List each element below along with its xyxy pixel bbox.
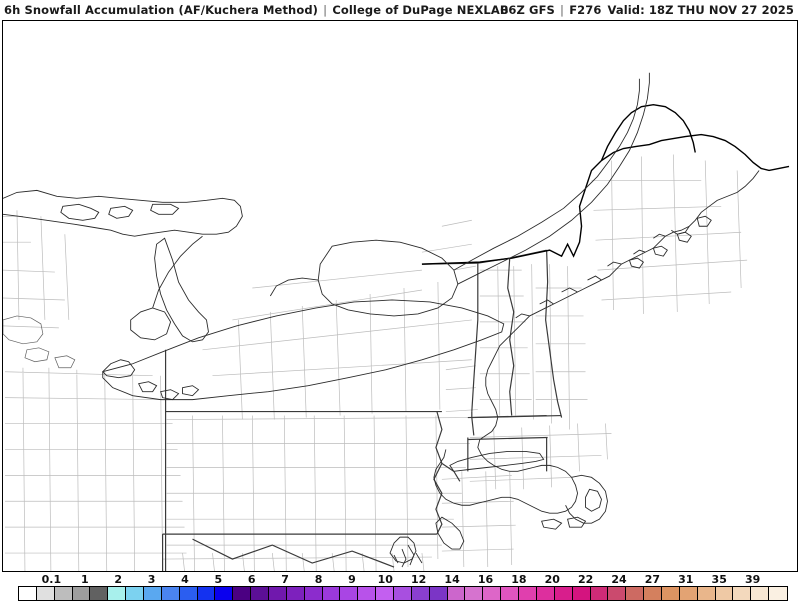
colorbar-tick-label: 0.1: [41, 573, 62, 586]
colorbar-tick-label: 14: [444, 573, 460, 586]
colorbar-tick-label: 3: [147, 573, 156, 586]
colorbar-tick-label: 10: [377, 573, 393, 586]
colorbar-swatch[interactable]: [483, 587, 502, 600]
colorbar-swatch[interactable]: [429, 587, 448, 600]
colorbar-swatch[interactable]: [501, 587, 520, 600]
colorbar-swatch[interactable]: [644, 587, 662, 600]
colorbar-swatch[interactable]: [626, 587, 645, 600]
colorbar-swatch[interactable]: [108, 587, 127, 600]
inland-water-layer: [3, 315, 76, 369]
header-left-group: 6h Snowfall Accumulation (AF/Kuchera Met…: [0, 3, 509, 17]
product-title: 6h Snowfall Accumulation (AF/Kuchera Met…: [4, 2, 319, 17]
colorbar-swatch[interactable]: [751, 587, 770, 600]
colorbar-swatch[interactable]: [54, 587, 73, 600]
colorbar-tick-label: 39: [744, 573, 761, 586]
colorbar-swatch[interactable]: [733, 587, 752, 600]
colorbar-swatch[interactable]: [590, 587, 609, 600]
colorbar-swatch[interactable]: [465, 587, 484, 600]
colorbar-swatch[interactable]: [233, 587, 252, 600]
model-cycle-label: 06Z GFS: [500, 2, 555, 17]
colorbar-tick-label: 31: [678, 573, 694, 586]
colorbar-swatch[interactable]: [269, 587, 287, 600]
colorbar[interactable]: 0.1 1 2 3 4 5 6 7 8 9 10 12 14 16 18 20 22 24 27 31 35 39: [0, 573, 800, 601]
header-right-group: 06Z GFS | F276 Valid: 18Z THU NOV 27 202…: [500, 3, 794, 17]
colorbar-swatch[interactable]: [394, 587, 412, 600]
colorbar-swatches[interactable]: [18, 586, 788, 601]
colorbar-tick-label: 6: [247, 573, 256, 586]
colorbar-tick-label: 9: [348, 573, 356, 586]
county-boundaries-layer: [3, 154, 748, 571]
colorbar-tick-label: 12: [411, 573, 427, 586]
header-bar: 6h Snowfall Accumulation (AF/Kuchera Met…: [0, 0, 800, 19]
valid-time-label: Valid: 18Z THU NOV 27 2025: [607, 2, 794, 17]
colorbar-tick-label: 7: [281, 573, 289, 586]
colorbar-tick-label: 8: [314, 573, 323, 586]
colorbar-swatch[interactable]: [179, 587, 198, 600]
colorbar-tick-label: 2: [114, 573, 122, 586]
colorbar-swatch[interactable]: [536, 587, 555, 600]
map-frame[interactable]: [2, 20, 798, 572]
colorbar-tick-label: 27: [644, 573, 661, 586]
colorbar-swatch[interactable]: [769, 587, 787, 600]
colorbar-swatch[interactable]: [19, 587, 37, 600]
colorbar-tick-label: 35: [711, 573, 727, 586]
header-separator-1: |: [323, 2, 328, 17]
colorbar-swatch[interactable]: [572, 587, 591, 600]
colorbar-swatch[interactable]: [286, 587, 305, 600]
map-background-layer: [3, 21, 797, 571]
colorbar-tick-label: 4: [181, 573, 189, 586]
colorbar-swatch[interactable]: [36, 587, 55, 600]
map-canvas[interactable]: [3, 21, 797, 571]
international-border-layer: [421, 103, 790, 265]
header-separator-2: |: [559, 2, 565, 17]
colorbar-tick-label: 18: [511, 573, 527, 586]
colorbar-swatch[interactable]: [608, 587, 627, 600]
state-boundaries-layer: [161, 249, 563, 571]
colorbar-swatch[interactable]: [90, 587, 109, 600]
colorbar-swatch[interactable]: [411, 587, 430, 600]
colorbar-swatch[interactable]: [697, 587, 716, 600]
colorbar-swatch[interactable]: [554, 587, 573, 600]
colorbar-swatch[interactable]: [715, 587, 734, 600]
colorbar-tick-label: 16: [477, 573, 494, 586]
colorbar-swatch[interactable]: [197, 587, 216, 600]
colorbar-tick-label: 1: [80, 573, 89, 586]
colorbar-swatch[interactable]: [322, 587, 341, 600]
colorbar-tick-labels: 0.1 1 2 3 4 5 6 7 8 9 10 12 14 16 18 20 22 24 27 31 35 39: [0, 573, 800, 586]
colorbar-swatch[interactable]: [304, 587, 323, 600]
colorbar-swatch[interactable]: [519, 587, 537, 600]
colorbar-swatch[interactable]: [161, 587, 180, 600]
colorbar-swatch[interactable]: [376, 587, 395, 600]
colorbar-swatch[interactable]: [679, 587, 698, 600]
colorbar-swatch[interactable]: [215, 587, 234, 600]
colorbar-tick-label: 5: [214, 573, 223, 586]
colorbar-tick-label: 22: [577, 573, 594, 586]
colorbar-swatch[interactable]: [661, 587, 680, 600]
colorbar-swatch[interactable]: [447, 587, 466, 600]
forecast-hour-label: F276: [569, 2, 602, 17]
colorbar-swatch[interactable]: [144, 587, 162, 600]
coastline-layer: [3, 72, 760, 568]
colorbar-tick-label: 20: [544, 573, 560, 586]
provider-label: College of DuPage NEXLAB: [332, 2, 509, 17]
colorbar-swatch[interactable]: [72, 587, 91, 600]
colorbar-swatch[interactable]: [358, 587, 377, 600]
colorbar-swatch[interactable]: [251, 587, 270, 600]
colorbar-tick-label: 24: [611, 573, 627, 586]
colorbar-swatch[interactable]: [340, 587, 359, 600]
colorbar-swatch[interactable]: [126, 587, 145, 600]
